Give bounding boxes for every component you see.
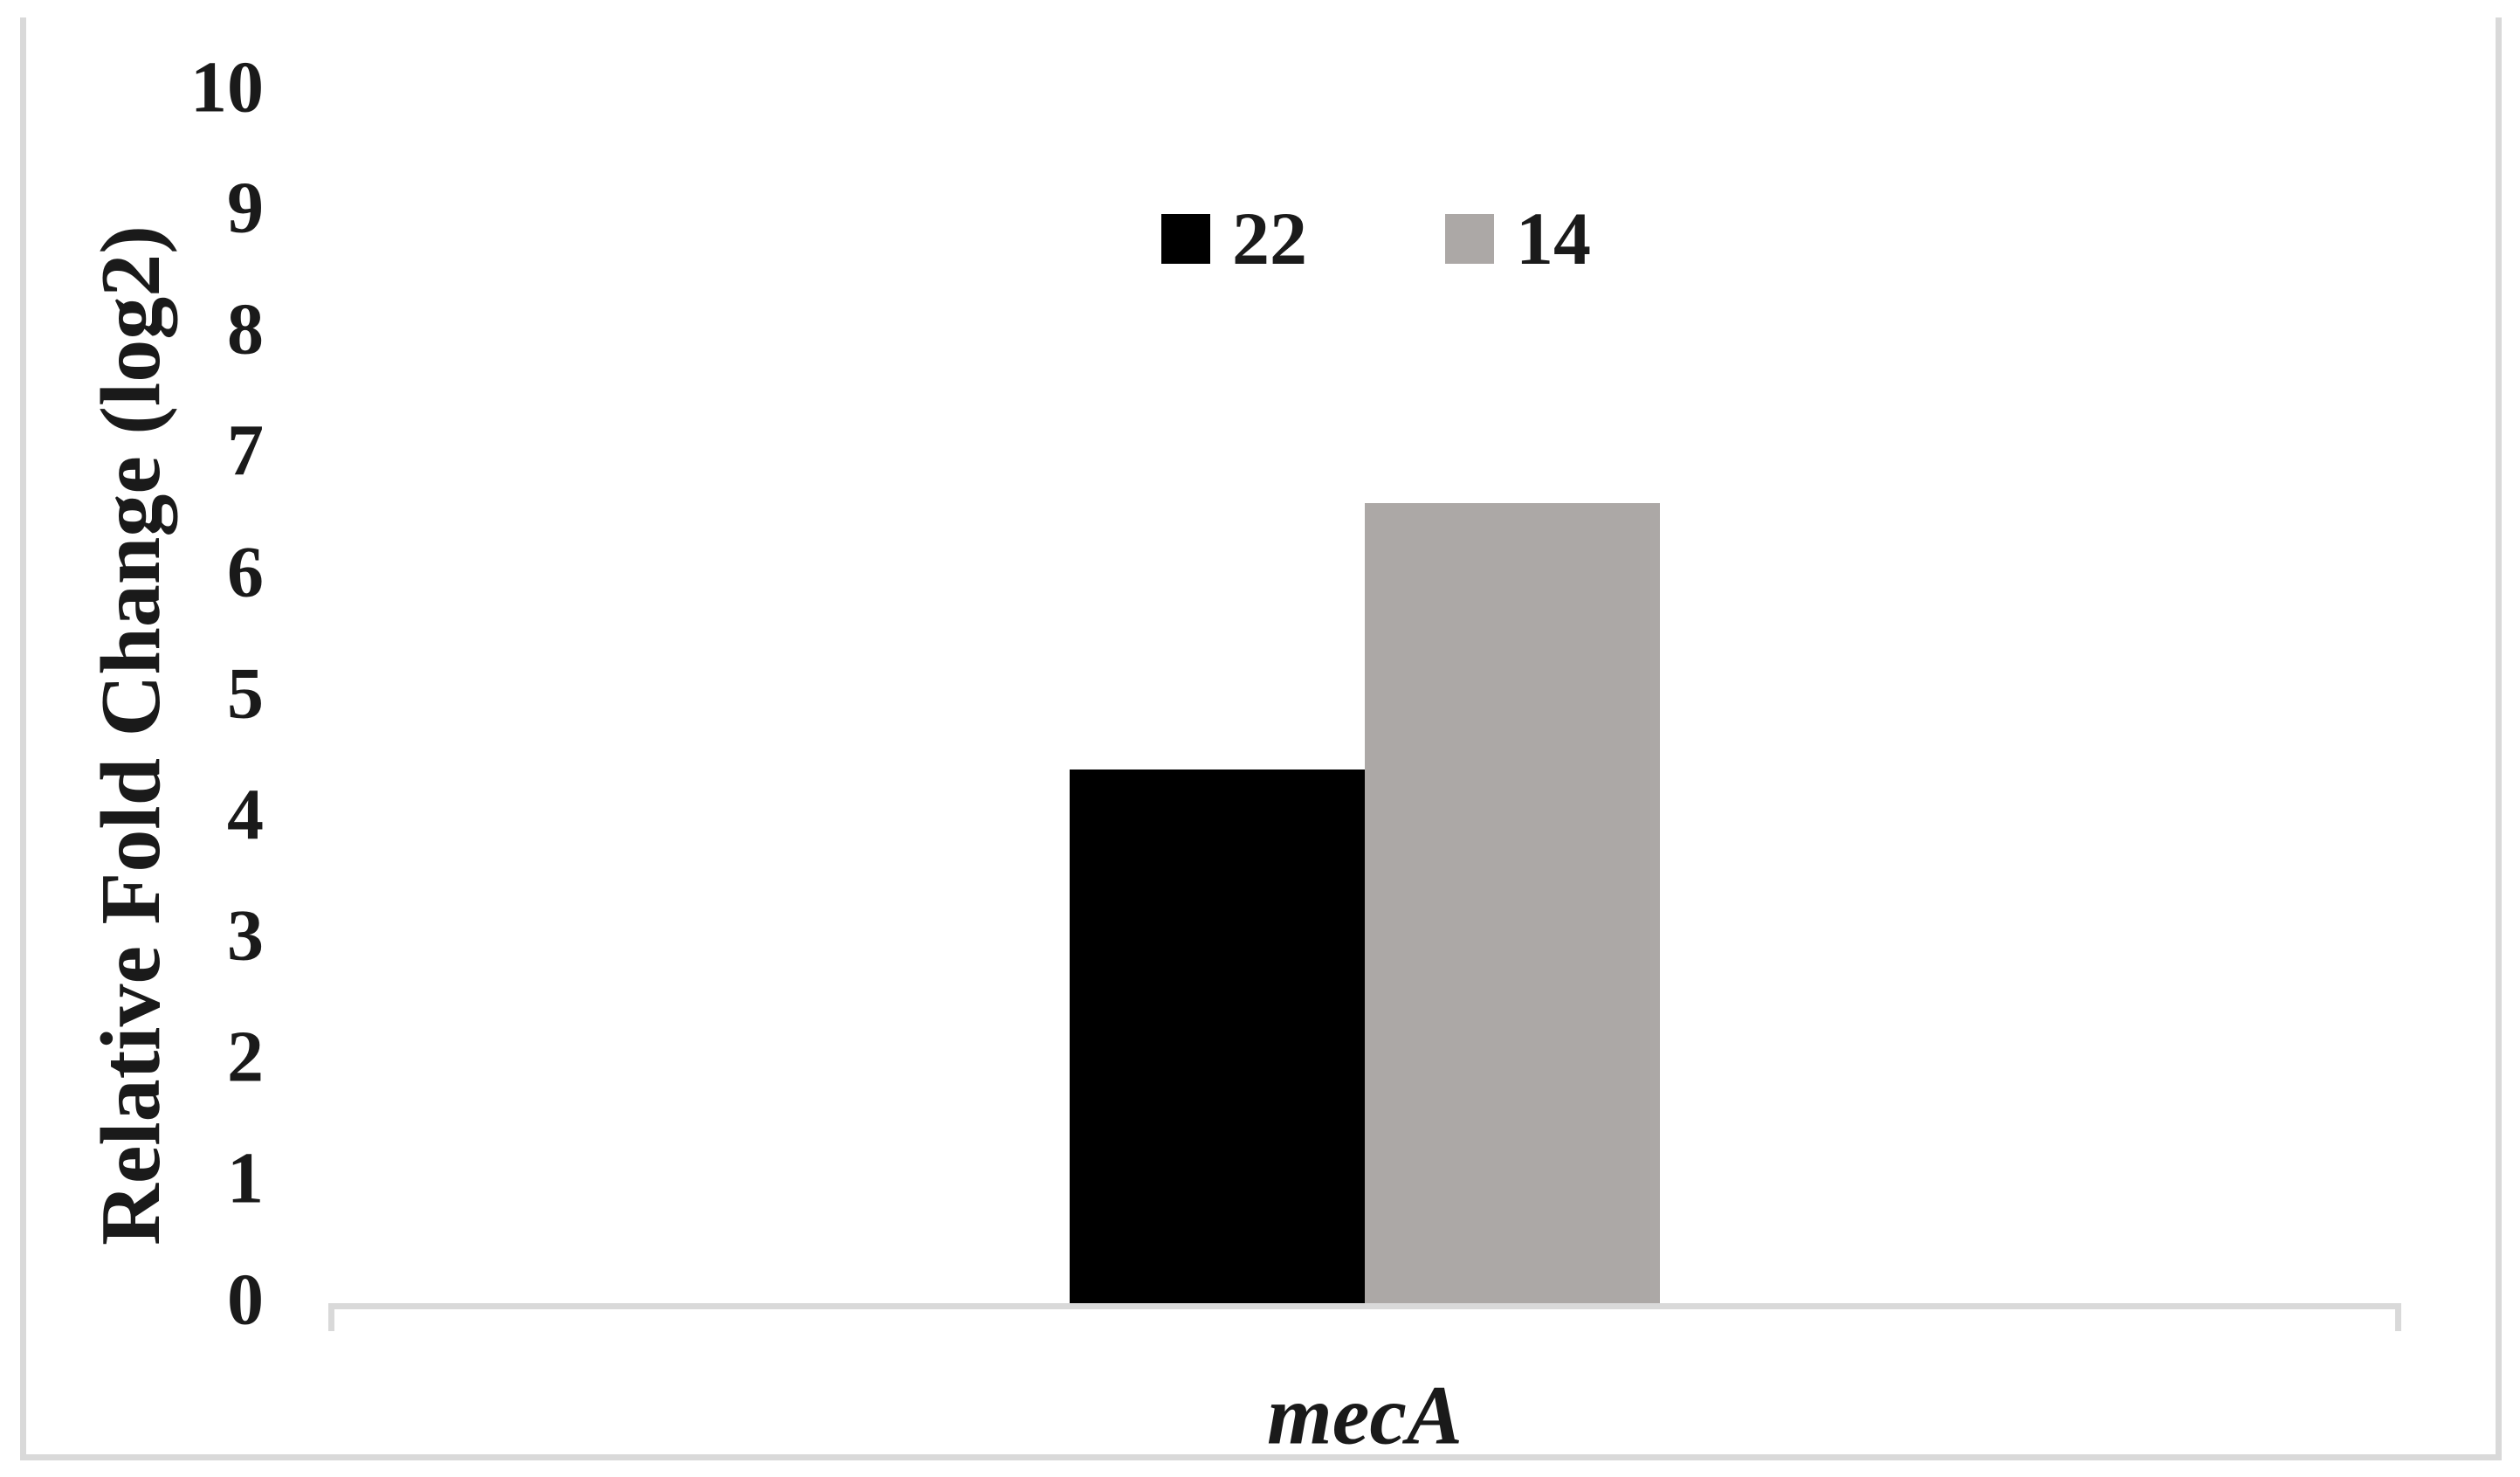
y-tick-label: 1 <box>227 1137 264 1219</box>
y-tick-label: 8 <box>227 288 264 370</box>
x-axis-line <box>328 1303 2401 1309</box>
figure-border-right <box>2496 17 2502 1460</box>
legend-swatch-icon <box>1445 213 1494 264</box>
figure-border-left <box>20 17 26 1460</box>
y-tick-label: 6 <box>227 531 264 613</box>
x-category-label: mecA <box>1267 1368 1463 1462</box>
y-tick-label: 0 <box>227 1259 264 1341</box>
legend-label: 14 <box>1516 197 1591 280</box>
x-axis-end-tick <box>2395 1303 2401 1331</box>
legend-swatch-icon <box>1161 213 1210 264</box>
legend-item-22: 22 <box>1161 201 1307 276</box>
y-tick-label: 7 <box>227 410 264 492</box>
legend-label: 22 <box>1232 197 1307 280</box>
bar-series-14 <box>1365 502 1660 1303</box>
x-axis-start-tick <box>328 1303 334 1331</box>
bar-series-22 <box>1070 770 1365 1303</box>
y-tick-label: 9 <box>227 167 264 249</box>
y-tick-label: 5 <box>227 652 264 735</box>
figure-border-bottom <box>20 1454 2502 1460</box>
y-tick-label: 10 <box>190 46 264 128</box>
y-tick-label: 4 <box>227 774 264 856</box>
y-tick-label: 3 <box>227 895 264 977</box>
legend: 22 14 <box>1161 201 1591 276</box>
y-tick-label: 2 <box>227 1016 264 1098</box>
legend-item-14: 14 <box>1445 201 1591 276</box>
